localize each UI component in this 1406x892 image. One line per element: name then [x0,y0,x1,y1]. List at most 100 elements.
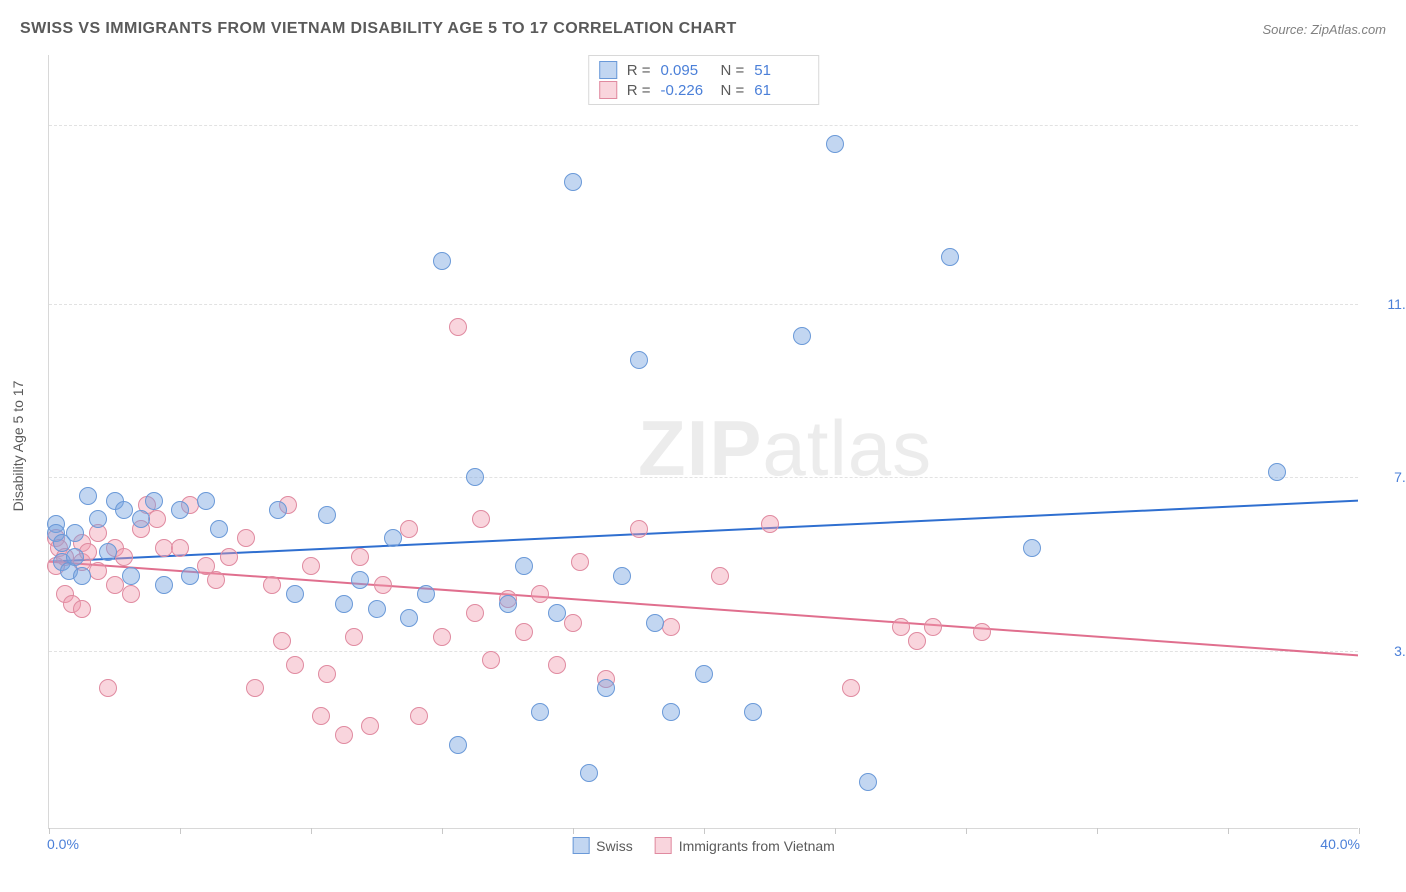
chart-title: SWISS VS IMMIGRANTS FROM VIETNAM DISABIL… [20,20,737,38]
scatter-point-swiss [499,595,517,613]
scatter-point-swiss [613,567,631,585]
scatter-point-vietnam [361,717,379,735]
swatch-swiss-icon [599,61,617,79]
scatter-point-swiss [145,492,163,510]
scatter-point-vietnam [466,604,484,622]
scatter-point-vietnam [449,318,467,336]
scatter-point-vietnam [400,520,418,538]
scatter-point-vietnam [973,623,991,641]
scatter-point-vietnam [318,665,336,683]
trend-line-vietnam [49,562,1358,656]
x-tick-mark [49,828,50,834]
scatter-point-swiss [318,506,336,524]
scatter-point-swiss [793,327,811,345]
scatter-point-swiss [548,604,566,622]
scatter-point-swiss [941,248,959,266]
scatter-point-swiss [79,487,97,505]
scatter-point-swiss [695,665,713,683]
scatter-point-vietnam [711,567,729,585]
scatter-point-vietnam [842,679,860,697]
trend-lines-svg [49,55,1358,828]
scatter-point-swiss [66,548,84,566]
legend-item-swiss: Swiss [572,837,633,854]
x-tick-label: 40.0% [1320,836,1360,852]
swatch-swiss-icon [572,837,589,854]
scatter-point-swiss [646,614,664,632]
x-tick-mark [1097,828,1098,834]
x-tick-mark [704,828,705,834]
swatch-vietnam-icon [599,81,617,99]
scatter-point-vietnam [286,656,304,674]
scatter-point-swiss [400,609,418,627]
scatter-point-swiss [66,524,84,542]
gridline [49,651,1358,652]
scatter-point-vietnam [122,585,140,603]
scatter-point-swiss [466,468,484,486]
scatter-point-swiss [210,520,228,538]
scatter-point-vietnam [263,576,281,594]
scatter-point-vietnam [351,548,369,566]
x-tick-mark [966,828,967,834]
scatter-point-swiss [662,703,680,721]
scatter-point-swiss [580,764,598,782]
watermark: ZIPatlas [638,403,932,494]
scatter-point-vietnam [564,614,582,632]
gridline [49,304,1358,305]
scatter-point-vietnam [207,571,225,589]
watermark-bold: ZIP [638,404,762,492]
y-tick-label: 11.2% [1387,296,1406,312]
scatter-point-vietnam [374,576,392,594]
scatter-point-swiss [89,510,107,528]
scatter-point-vietnam [273,632,291,650]
scatter-point-vietnam [531,585,549,603]
scatter-point-vietnam [237,529,255,547]
scatter-point-vietnam [171,539,189,557]
scatter-point-vietnam [761,515,779,533]
scatter-point-vietnam [908,632,926,650]
x-tick-mark [180,828,181,834]
scatter-point-swiss [132,510,150,528]
legend-item-vietnam: Immigrants from Vietnam [655,837,835,854]
scatter-point-swiss [368,600,386,618]
x-tick-mark [442,828,443,834]
scatter-point-vietnam [115,548,133,566]
scatter-point-swiss [1268,463,1286,481]
scatter-point-vietnam [571,553,589,571]
scatter-point-vietnam [106,576,124,594]
scatter-point-vietnam [155,539,173,557]
n-label: N = [721,62,745,79]
scatter-point-vietnam [924,618,942,636]
scatter-point-vietnam [73,600,91,618]
scatter-point-vietnam [345,628,363,646]
scatter-point-vietnam [302,557,320,575]
scatter-point-swiss [515,557,533,575]
scatter-point-vietnam [99,679,117,697]
scatter-point-swiss [433,252,451,270]
scatter-point-swiss [351,571,369,589]
scatter-point-vietnam [548,656,566,674]
scatter-point-vietnam [410,707,428,725]
scatter-point-vietnam [220,548,238,566]
scatter-point-swiss [99,543,117,561]
scatter-point-vietnam [630,520,648,538]
scatter-point-swiss [181,567,199,585]
y-tick-label: 7.5% [1394,469,1406,485]
y-tick-label: 3.8% [1394,643,1406,659]
scatter-point-swiss [155,576,173,594]
r-value-swiss: 0.095 [661,62,711,79]
scatter-point-swiss [859,773,877,791]
x-tick-mark [1228,828,1229,834]
scatter-point-vietnam [89,562,107,580]
scatter-point-swiss [171,501,189,519]
scatter-point-vietnam [433,628,451,646]
r-label: R = [627,62,651,79]
scatter-point-vietnam [515,623,533,641]
watermark-rest: atlas [762,404,932,492]
x-tick-mark [311,828,312,834]
scatter-point-swiss [597,679,615,697]
source-attribution: Source: ZipAtlas.com [1262,22,1386,37]
scatter-point-swiss [564,173,582,191]
scatter-point-swiss [417,585,435,603]
scatter-point-swiss [335,595,353,613]
scatter-point-vietnam [246,679,264,697]
